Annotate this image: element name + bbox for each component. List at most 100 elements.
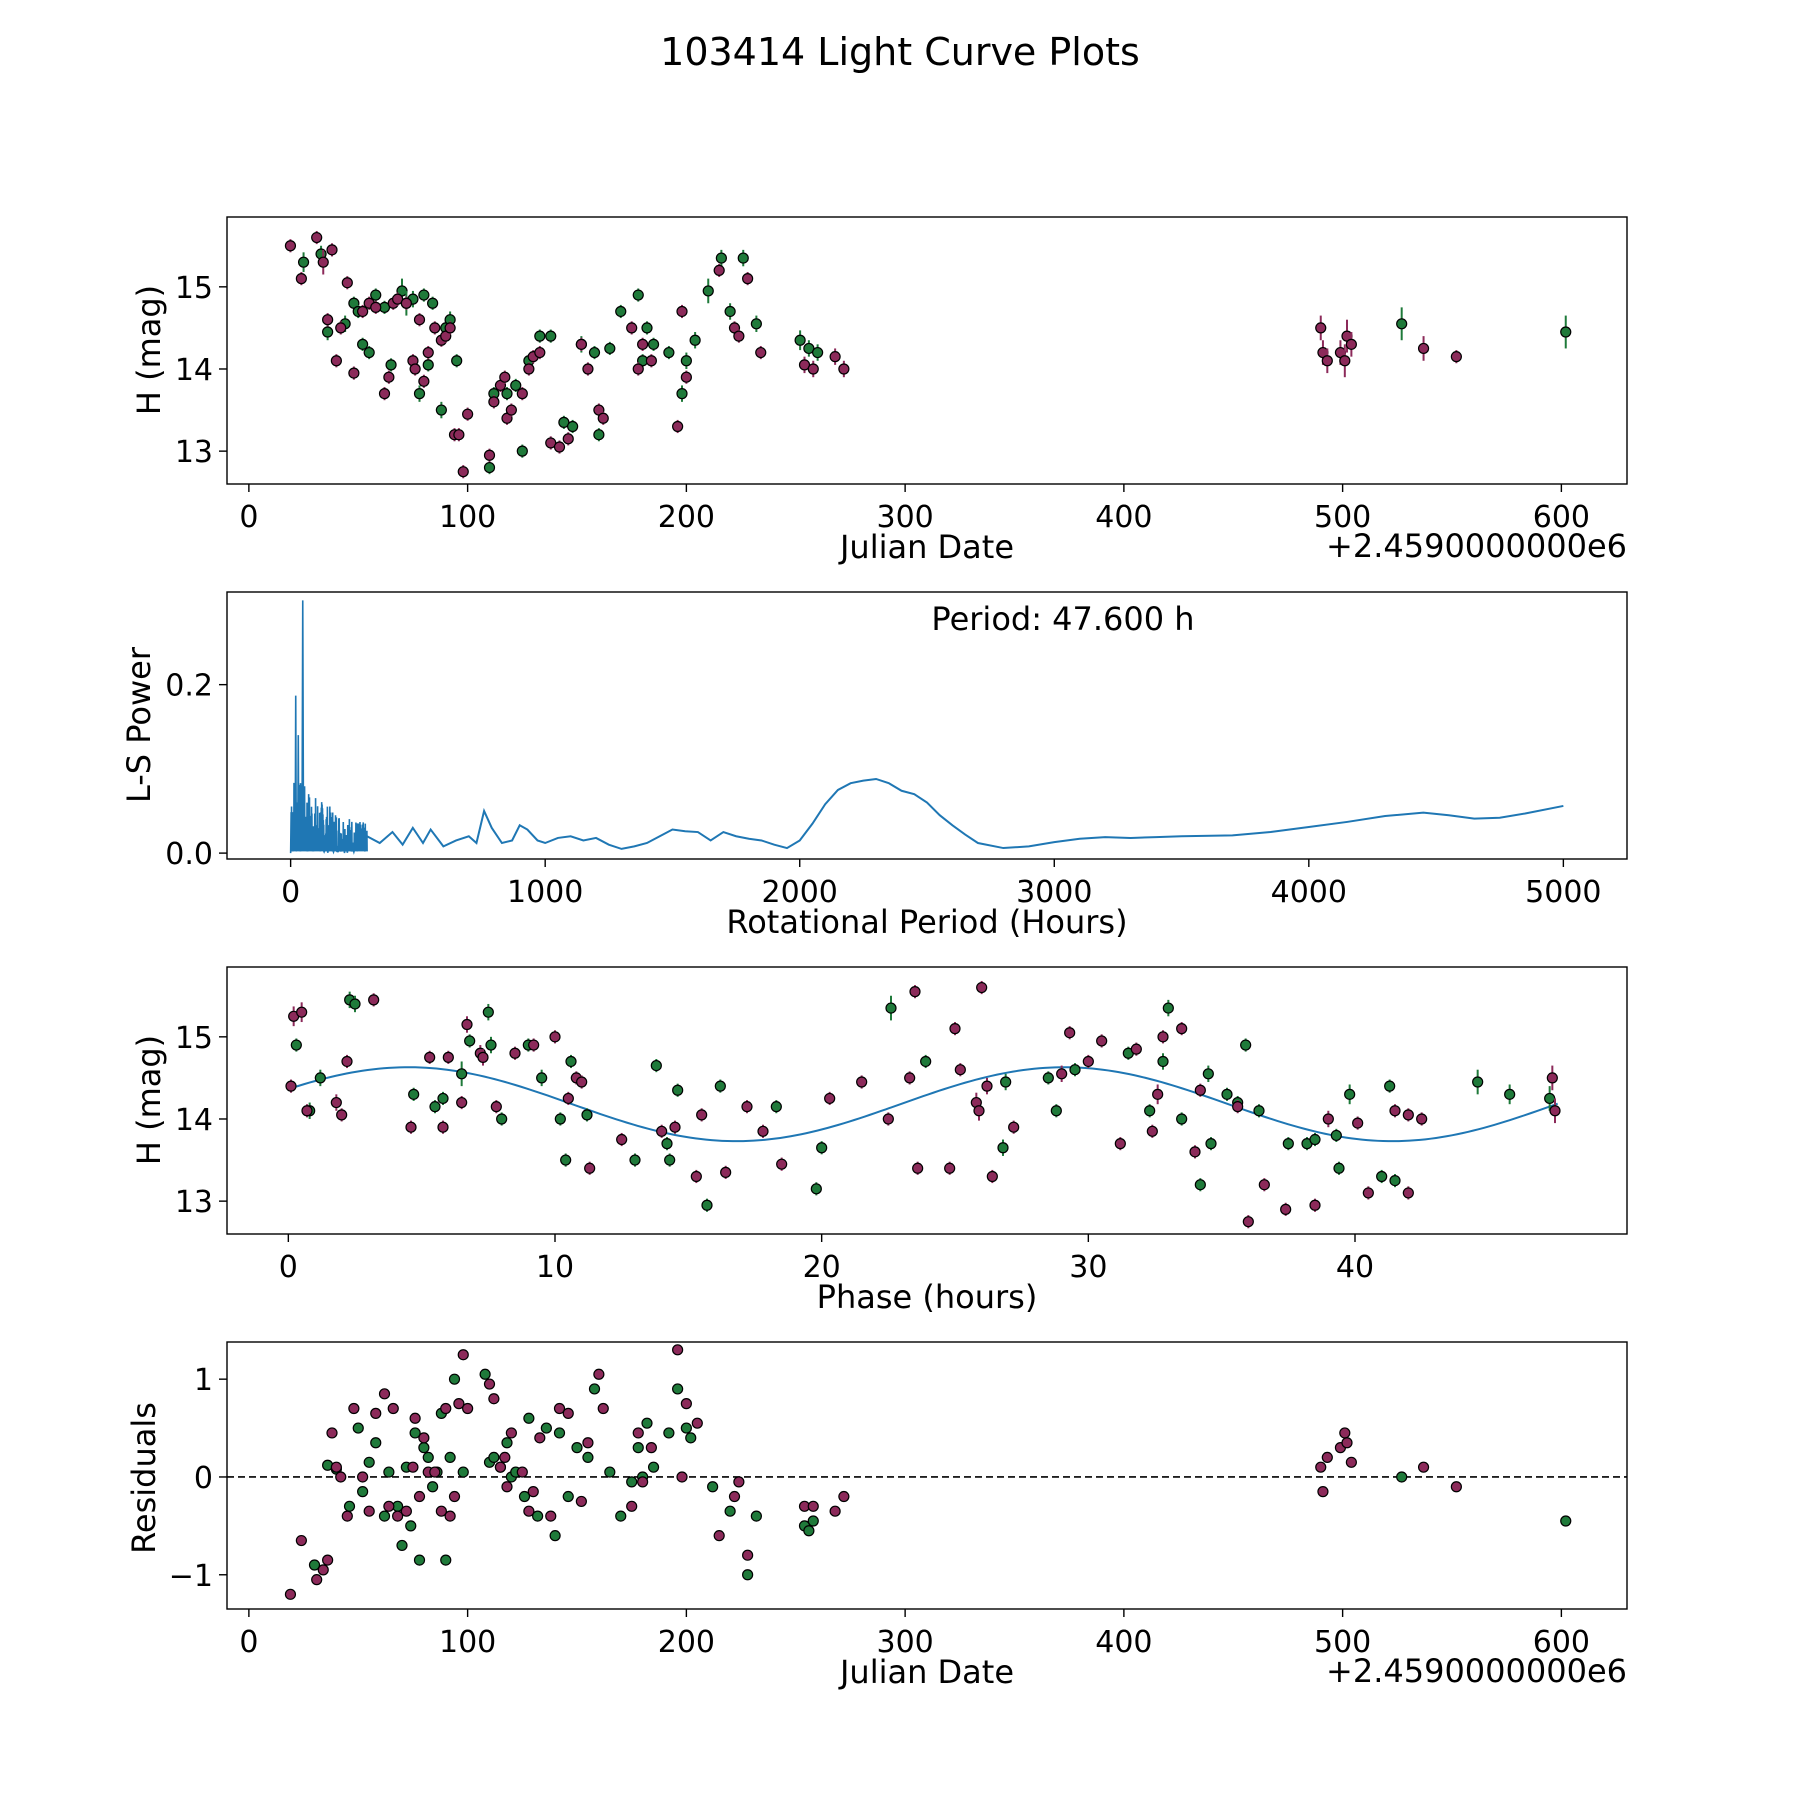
residuals-point-green <box>409 1427 421 1439</box>
residuals-point-purple <box>392 1510 404 1522</box>
phased-xtick-label: 20 <box>803 1250 841 1285</box>
residuals-point-purple <box>413 1490 426 1503</box>
lightcurve-point-green <box>385 359 397 371</box>
residuals-y-label: Residuals <box>125 1402 163 1554</box>
periodogram-x-label: Rotational Period (Hours) <box>726 903 1127 941</box>
residuals-point-purple <box>462 1402 474 1415</box>
phased-point-green <box>672 1084 684 1096</box>
phased-point-green <box>1000 1076 1012 1088</box>
phased-point-green <box>997 1142 1009 1154</box>
residuals-point-green <box>641 1417 653 1429</box>
residuals-point-green <box>518 1490 531 1503</box>
residuals-point-green <box>571 1442 583 1454</box>
phased-point-green <box>1050 1105 1062 1117</box>
phased-point-purple <box>1322 1113 1334 1125</box>
lightcurve-point-purple <box>413 314 426 326</box>
phased-point-green <box>1253 1105 1265 1117</box>
residuals-point-green <box>742 1569 754 1581</box>
lightcurve-point-green <box>1560 326 1572 338</box>
phased-frame <box>226 966 1628 1235</box>
lightcurve-ticks: 0 100 200 300 400 500 600 13 14 15 <box>175 271 1590 535</box>
phased-point-purple <box>944 1162 956 1174</box>
residuals-point-purple <box>1417 1461 1430 1473</box>
phased-point-green <box>437 1092 449 1105</box>
phased-point-green <box>1162 1002 1174 1014</box>
residuals-point-purple <box>383 1500 395 1512</box>
lightcurve-point-green <box>501 388 513 400</box>
residuals-point-green <box>405 1520 417 1532</box>
periodogram-xtick-label: 5000 <box>1525 875 1601 910</box>
lightcurve-point-green <box>689 334 701 346</box>
phased-point-green <box>650 1059 662 1072</box>
periodogram-ytick-label: 0.0 <box>165 837 213 872</box>
residuals-point-green <box>370 1437 382 1449</box>
phased-point-green <box>1157 1055 1169 1068</box>
residuals-point-green <box>663 1427 675 1439</box>
lightcurve-point-green <box>737 252 749 264</box>
lightcurve-point-purple <box>1315 322 1327 334</box>
lightcurve-point-green <box>663 346 675 359</box>
lightcurve-xtick-label: 500 <box>1314 500 1371 535</box>
lightcurve-point-purple <box>341 277 353 289</box>
residuals-point-green <box>582 1451 594 1464</box>
residuals-xtick-label: 300 <box>876 1625 933 1660</box>
lightcurve-point-green <box>812 346 824 359</box>
phased-point-green <box>464 1035 476 1047</box>
phased-point-green <box>661 1138 673 1150</box>
phased-point-purple <box>477 1051 489 1063</box>
lightcurve-point-purple <box>553 441 566 453</box>
lightcurve-point-purple <box>429 322 441 334</box>
lightcurve-point-purple <box>1450 351 1462 363</box>
phased-point-purple <box>1549 1105 1561 1117</box>
residuals-point-green <box>418 1442 430 1454</box>
residuals-point-purple <box>545 1510 557 1522</box>
residuals-point-purple <box>562 1407 574 1419</box>
lightcurve-point-purple <box>400 297 412 309</box>
phased-point-green <box>536 1072 548 1084</box>
residuals-ytick-label: −1 <box>169 1559 213 1594</box>
lightcurve-point-purple <box>1339 355 1351 367</box>
lightcurve-point-purple <box>284 240 297 252</box>
residuals-point-purple <box>387 1402 399 1415</box>
lightcurve-point-green <box>357 338 369 350</box>
residuals-point-green <box>632 1442 644 1454</box>
residuals-point-purple <box>348 1402 360 1415</box>
lightcurve-point-purple <box>534 346 546 359</box>
phased-point-purple <box>1546 1072 1558 1084</box>
phased-xtick-label: 0 <box>279 1250 298 1285</box>
residuals-panel: 0 100 200 300 400 500 600 −1 0 1 Julian Date +2.4… <box>125 1341 1628 1691</box>
phased-point-green <box>1202 1068 1214 1080</box>
residuals-point-purple <box>335 1471 347 1483</box>
phased-point-purple <box>882 1113 894 1125</box>
residuals-xtick-label: 400 <box>1095 1625 1152 1660</box>
residuals-point-purple <box>553 1402 566 1415</box>
lightcurve-point-green <box>593 429 605 441</box>
phased-point-purple <box>1258 1179 1270 1191</box>
phased-point-purple <box>285 1080 297 1092</box>
lightcurve-xtick-label: 200 <box>658 500 715 535</box>
phased-point-green <box>565 1055 577 1068</box>
residuals-point-purple <box>407 1461 419 1473</box>
periodogram-spikes <box>289 600 368 855</box>
phased-point-purple <box>696 1109 708 1121</box>
figure-title: 103414 Light Curve Plots <box>660 30 1140 74</box>
lightcurve-point-green <box>715 252 727 264</box>
phased-point-green <box>1389 1174 1401 1187</box>
phased-point-purple <box>1082 1055 1094 1068</box>
residuals-point-green <box>523 1412 535 1424</box>
lightcurve-point-green <box>604 342 616 355</box>
residuals-point-purple <box>435 1505 447 1517</box>
phased-point-green <box>1282 1138 1294 1150</box>
residuals-point-purple <box>326 1427 338 1439</box>
residuals-point-purple <box>357 1471 369 1483</box>
residuals-point-purple <box>527 1486 539 1498</box>
phased-point-purple <box>490 1101 502 1113</box>
lightcurve-point-purple <box>317 256 329 268</box>
phased-point-green <box>349 998 361 1010</box>
phased-point-purple <box>336 1109 348 1121</box>
residuals-point-purple <box>429 1466 441 1478</box>
lightcurve-point-green <box>545 330 557 342</box>
phased-point-purple <box>949 1023 961 1035</box>
phased-point-green <box>664 1154 676 1166</box>
residuals-point-green <box>680 1422 692 1434</box>
